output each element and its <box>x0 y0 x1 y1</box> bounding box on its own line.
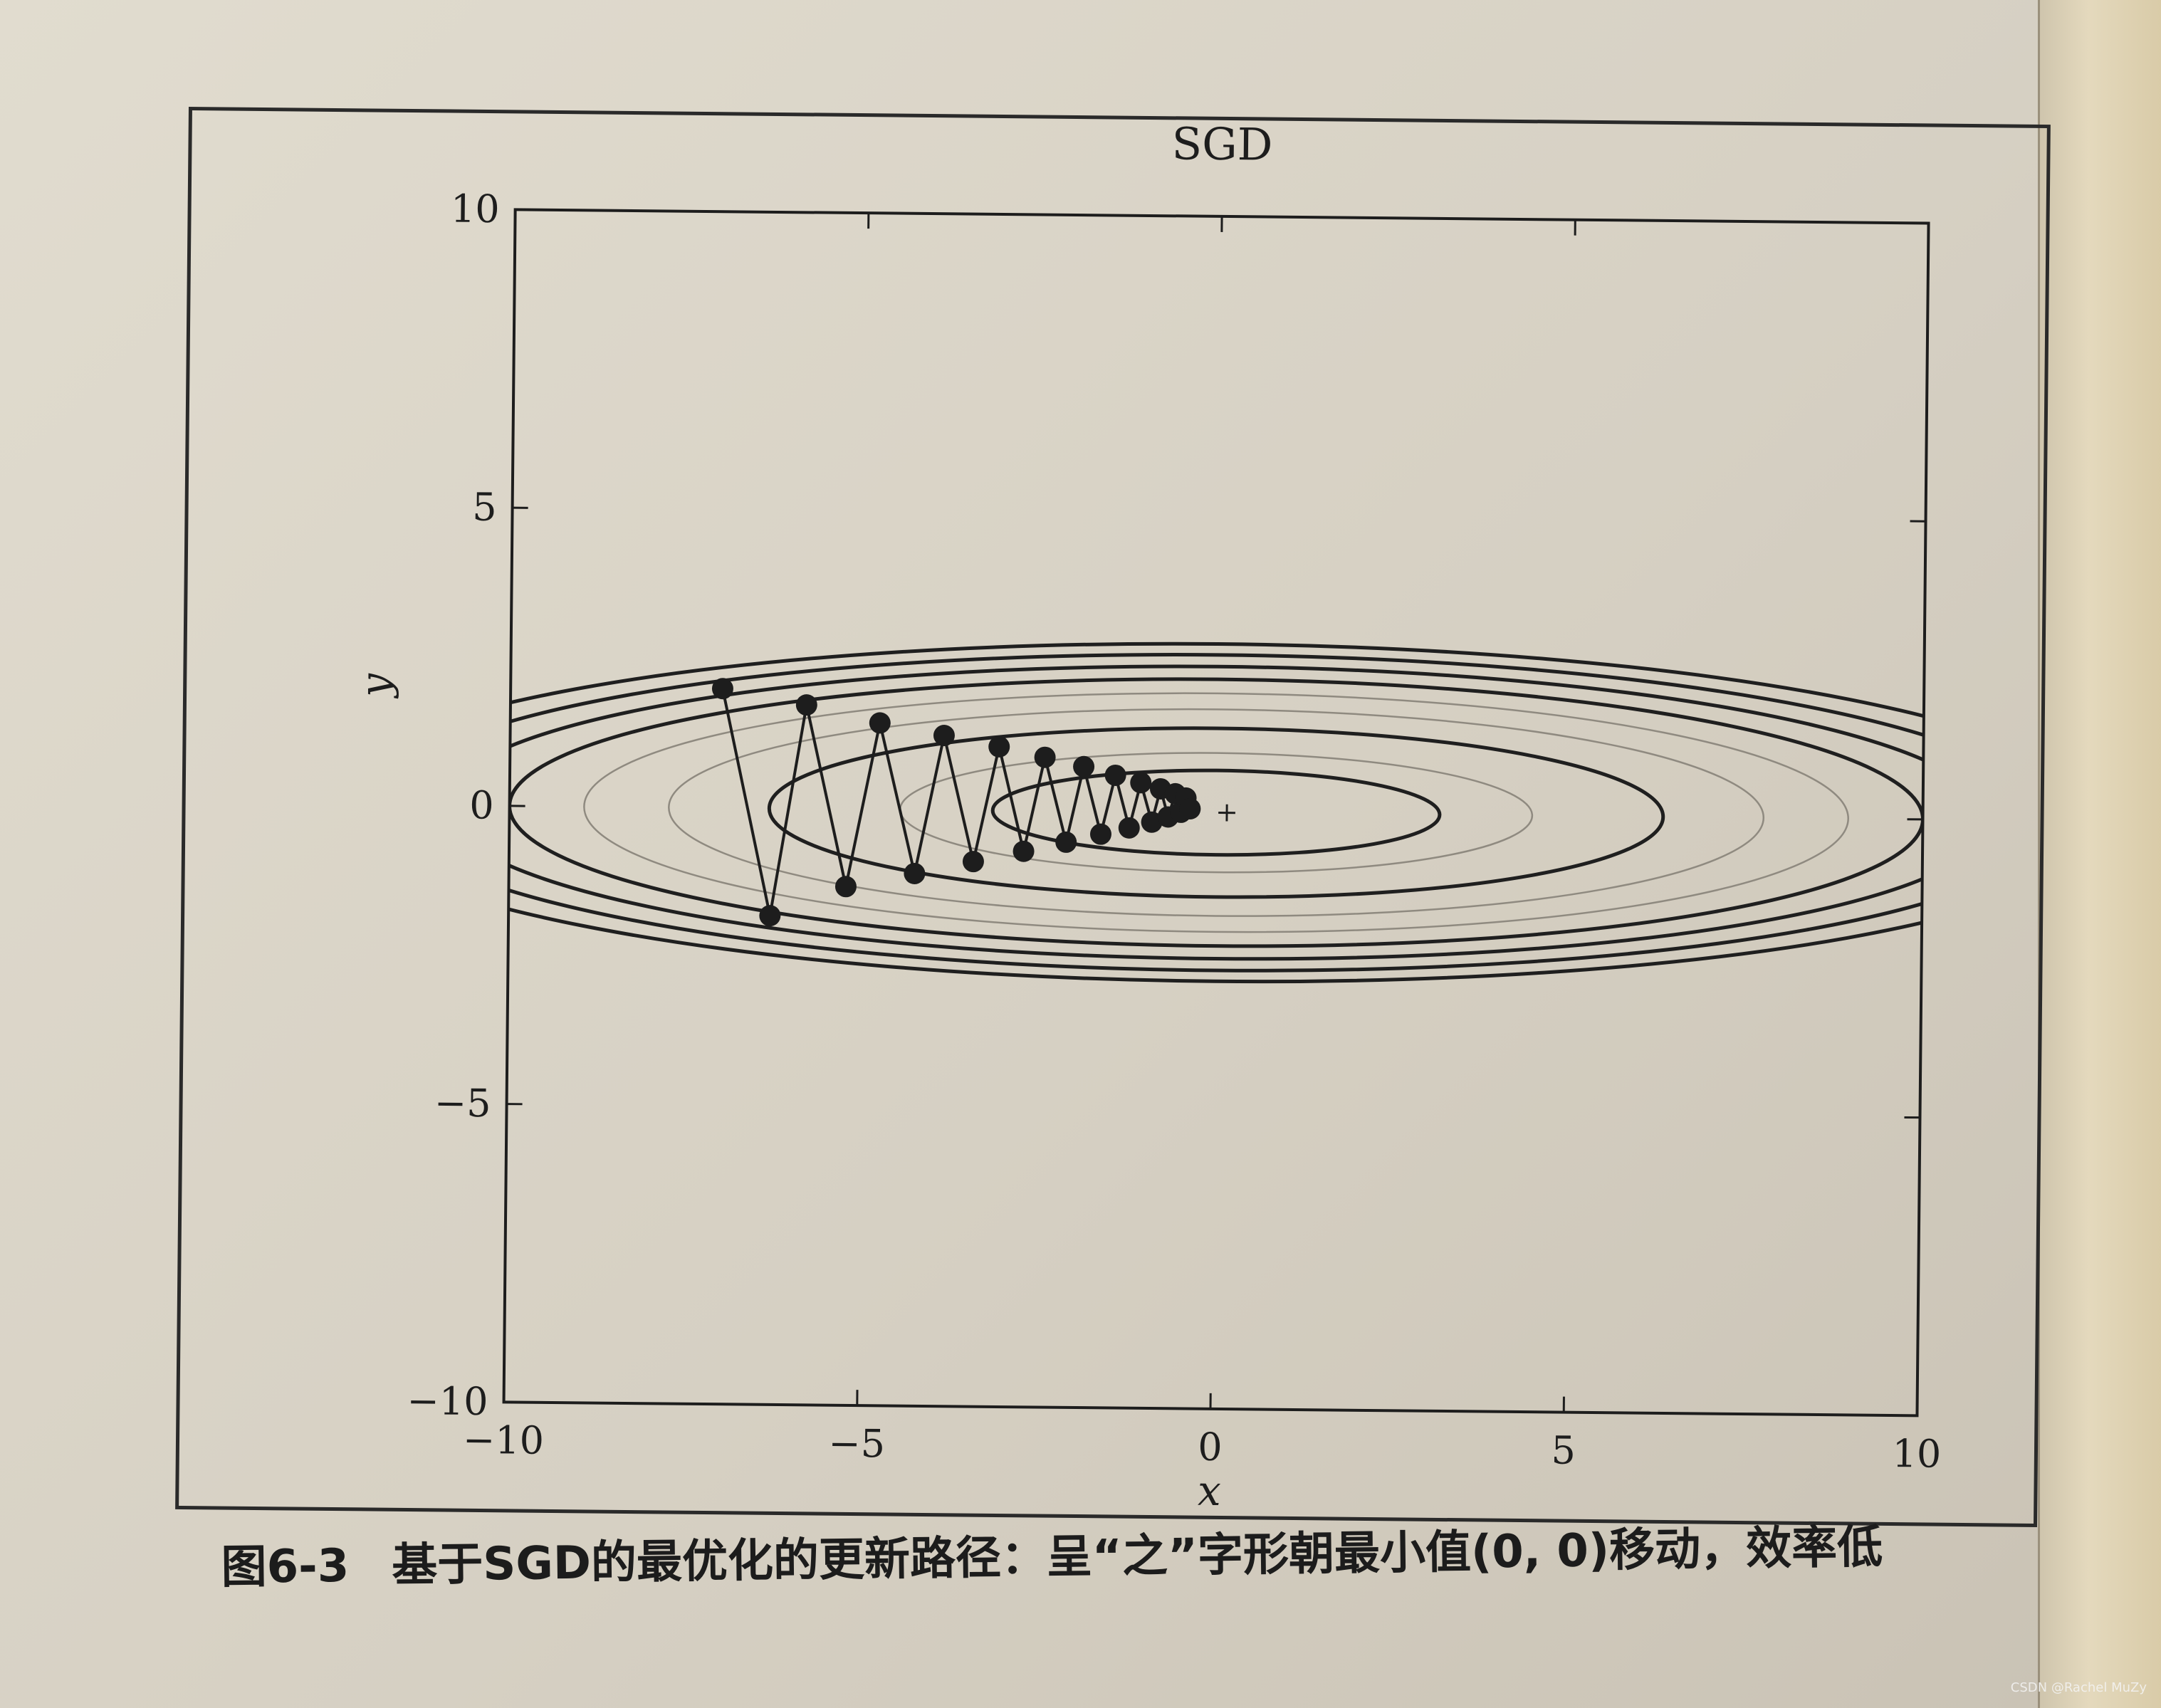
path-point <box>1089 823 1111 845</box>
y-tick-label-3: −5 <box>434 1081 491 1126</box>
x-axis-label: x <box>1198 1467 1221 1515</box>
path-point <box>834 876 857 898</box>
path-segment <box>844 723 881 887</box>
contour-line <box>668 708 1765 917</box>
sgd-chart: SGD + −10 −5 0 5 10 10 5 0 −5 −10 x y <box>351 117 1942 1515</box>
x-tick-label-1: −5 <box>828 1421 885 1467</box>
path-point <box>962 851 984 873</box>
path-point <box>1141 811 1163 833</box>
path-segment <box>971 746 1001 862</box>
path-point <box>759 905 781 927</box>
path-segment <box>1043 757 1068 843</box>
contour-group <box>503 641 1929 984</box>
path-point <box>869 712 891 734</box>
contour-line <box>503 653 1929 973</box>
path-segment <box>805 704 847 887</box>
chart-title: SGD <box>1171 117 1272 170</box>
path-point <box>795 694 817 716</box>
contour-line <box>990 768 1442 857</box>
figure-frame: SGD + −10 −5 0 5 10 10 5 0 −5 −10 x y <box>175 107 2051 1528</box>
path-segment <box>1082 766 1102 835</box>
path-segment <box>878 722 916 874</box>
y-tick-label-2: 0 <box>469 782 494 827</box>
path-point <box>1118 817 1140 839</box>
x-tick-label-0: −10 <box>463 1418 545 1463</box>
figure-caption: 图6-3 基于SGD的最优化的更新路径：呈“之”字形朝最小值(0, 0)移动，效率… <box>221 1510 1883 1596</box>
path-point <box>988 735 1010 758</box>
y-tick-label-0: 10 <box>451 187 500 232</box>
minimum-marker: + <box>1215 796 1238 827</box>
path-segment <box>1022 757 1047 852</box>
y-tick-label-4: −10 <box>407 1378 488 1424</box>
path-point <box>933 725 955 747</box>
watermark: CSDN @Rachel MuZy <box>2010 1680 2147 1695</box>
path-segment <box>768 704 808 916</box>
book-page-edge <box>2038 0 2161 1708</box>
path-point <box>1104 764 1126 786</box>
tick-group <box>503 208 1930 1417</box>
path-point <box>904 862 926 884</box>
path-segment <box>1064 766 1086 843</box>
path-segment <box>913 735 946 874</box>
x-tick-label-4: 10 <box>1892 1431 1941 1477</box>
path-segment <box>998 746 1025 852</box>
x-tick-label-3: 5 <box>1551 1427 1576 1472</box>
path-point-group <box>711 678 1201 927</box>
caption-label: 图6-3 <box>221 1539 350 1594</box>
path-segment <box>721 688 772 916</box>
path-point <box>1130 772 1152 794</box>
y-axis-label: y <box>351 673 399 700</box>
path-point <box>1034 746 1056 768</box>
path-point <box>1073 755 1095 777</box>
path-segment <box>943 735 975 862</box>
caption-text: 基于SGD的最优化的更新路径：呈“之”字形朝最小值(0, 0)移动，效率低 <box>391 1521 1883 1593</box>
path-point <box>1055 831 1077 853</box>
y-tick-label-1: 5 <box>472 485 497 530</box>
contour-line <box>503 664 1929 961</box>
path-point <box>711 678 733 700</box>
contour-line <box>583 692 1849 933</box>
path-point <box>1013 840 1035 862</box>
contour-line <box>503 641 1929 984</box>
path-line-group <box>721 688 1192 916</box>
x-tick-label-2: 0 <box>1198 1425 1223 1469</box>
path-point <box>1179 798 1201 820</box>
contour-line <box>767 726 1665 899</box>
